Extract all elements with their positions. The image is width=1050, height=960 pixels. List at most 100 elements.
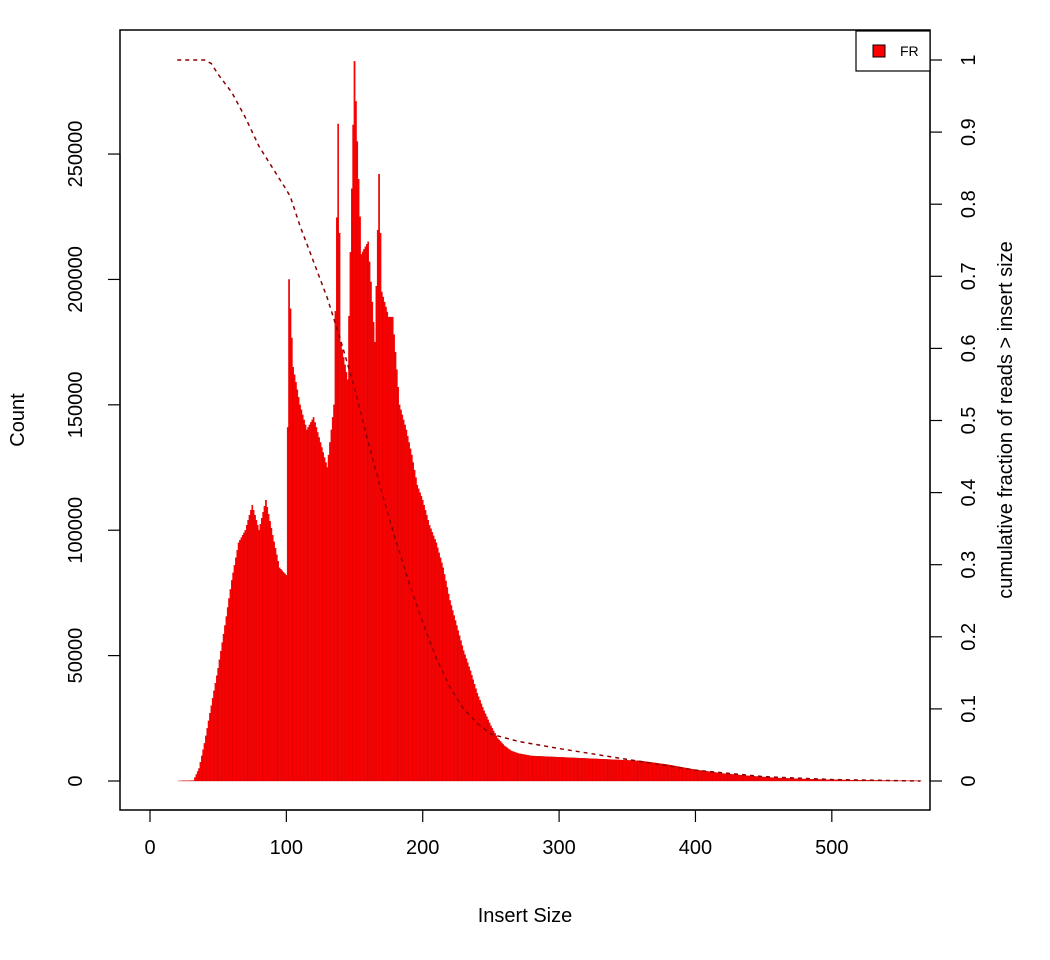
histogram-bar: [200, 755, 203, 782]
histogram-bar: [638, 760, 641, 782]
histogram-bar: [773, 777, 776, 782]
histogram-bar: [716, 772, 719, 782]
histogram-bar: [562, 757, 565, 782]
histogram-bar: [320, 447, 323, 782]
histogram-bar: [783, 778, 785, 782]
histogram-bar: [323, 457, 326, 782]
histogram-bar: [224, 625, 226, 782]
histogram-bar: [541, 756, 544, 782]
histogram-bar: [442, 567, 445, 782]
histogram-bar: [600, 758, 603, 782]
histogram-bar: [800, 778, 803, 782]
histogram-bar: [731, 774, 734, 782]
histogram-bar: [646, 761, 649, 782]
histogram-bar: [757, 776, 760, 782]
histogram-bar: [841, 779, 844, 782]
histogram-bar: [322, 452, 325, 782]
x-tick-label: 200: [406, 837, 439, 859]
histogram-bar: [746, 775, 749, 782]
histogram-bar: [803, 778, 806, 782]
histogram-bar: [408, 442, 410, 782]
histogram-bar: [221, 642, 224, 782]
histogram-bar: [727, 773, 730, 782]
histogram-bar: [798, 778, 800, 782]
histogram-bar: [356, 141, 359, 782]
histogram-bar: [713, 772, 716, 782]
y-tick-label: 50000: [65, 628, 87, 684]
histogram-bar: [680, 767, 683, 782]
histogram-bar: [514, 752, 517, 782]
x-tick-label: 300: [542, 837, 575, 859]
histogram-bar: [623, 760, 626, 782]
histogram-bar: [491, 728, 494, 782]
histogram-bar: [760, 776, 762, 782]
histogram-bar: [199, 762, 202, 782]
x-axis-title: Insert Size: [478, 905, 572, 927]
histogram-bar: [768, 777, 770, 782]
histogram-bar: [370, 281, 372, 782]
y2-tick-label: 0.6: [958, 334, 980, 362]
histogram-bar: [761, 776, 764, 782]
histogram-bar: [775, 777, 777, 782]
x-tick-label: 0: [144, 837, 155, 859]
histogram-bar: [522, 754, 525, 782]
histogram-bar: [811, 779, 814, 782]
histogram-bar: [690, 768, 693, 782]
histogram-bar: [685, 767, 687, 782]
y2-tick-label: 1: [958, 54, 980, 65]
histogram-bar: [395, 369, 398, 782]
histogram-bar: [548, 756, 551, 782]
histogram-bar: [205, 735, 207, 782]
histogram-bar: [364, 246, 367, 782]
histogram-bar: [289, 308, 292, 782]
y2-tick-label: 0.3: [958, 551, 980, 579]
histogram-bar: [676, 766, 679, 782]
histogram-bar: [619, 759, 622, 782]
histogram-bar: [679, 766, 682, 782]
histogram-bar: [409, 448, 412, 782]
histogram-bar: [663, 763, 665, 782]
histogram-bar: [499, 741, 502, 782]
histogram-bar: [660, 763, 663, 782]
histogram-bar: [698, 770, 701, 782]
histogram-bar: [375, 285, 378, 782]
histogram-bar: [382, 296, 385, 782]
histogram-bar: [745, 775, 747, 782]
histogram-bar: [882, 780, 885, 782]
histogram-bar: [867, 780, 870, 782]
histogram-bar: [390, 316, 393, 782]
histogram-bar: [434, 539, 436, 782]
histogram-bar: [550, 756, 552, 782]
histogram-bar: [460, 640, 462, 782]
histogram-bar: [687, 768, 690, 782]
histogram-bar: [785, 778, 788, 782]
histogram-bar: [547, 756, 550, 782]
histogram-bar: [843, 779, 845, 782]
histogram-bar: [701, 770, 704, 782]
histogram-bar: [496, 738, 499, 782]
histogram-bar: [374, 341, 376, 782]
histogram-bar: [573, 757, 575, 782]
histogram-bar: [640, 760, 642, 782]
histogram-bar: [674, 765, 676, 782]
histogram-bar: [554, 756, 556, 782]
histogram-bar: [559, 757, 562, 782]
histogram-bar: [586, 758, 589, 782]
histogram-bar: [584, 758, 586, 782]
histogram-bar: [836, 779, 839, 782]
histogram-bar: [502, 744, 505, 782]
histogram-bar: [511, 751, 514, 782]
histogram-bar: [625, 760, 627, 782]
histogram-bar: [240, 537, 243, 782]
histogram-bar: [655, 762, 657, 782]
histogram-bar: [791, 778, 794, 782]
histogram-bar: [443, 574, 446, 782]
histogram-bar: [805, 778, 807, 782]
histogram-bar: [859, 780, 862, 782]
x-tick-label: 100: [270, 837, 303, 859]
histogram-bar: [278, 567, 281, 782]
histogram-bar: [753, 776, 755, 782]
histogram-bar: [781, 778, 784, 782]
histogram-bar: [672, 765, 675, 782]
histogram-bar: [694, 769, 697, 782]
